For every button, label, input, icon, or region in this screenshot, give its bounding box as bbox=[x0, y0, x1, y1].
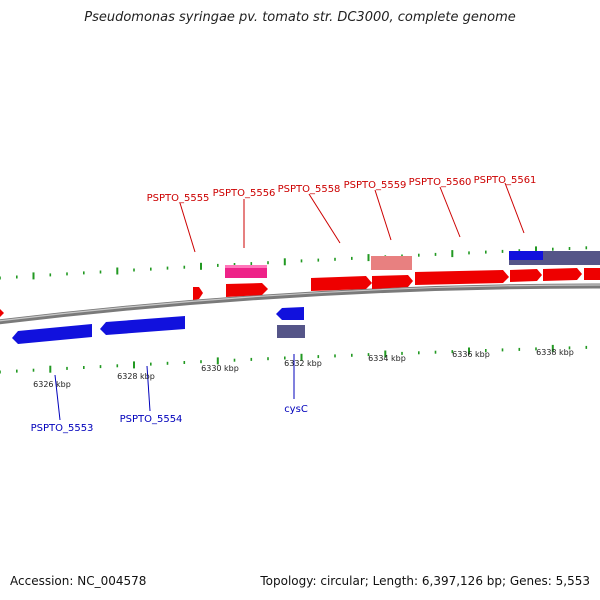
operon-block-cysC[interactable] bbox=[277, 325, 305, 338]
gene-label-pspto5556[interactable]: PSPTO_5556 bbox=[213, 188, 276, 199]
gene-arrow-pspto5556[interactable] bbox=[226, 283, 268, 297]
gene-label-pspto5559[interactable]: PSPTO_5559 bbox=[344, 180, 407, 191]
scale-label: 6328 kbp bbox=[117, 372, 155, 381]
gene-arrow-pspto5554[interactable] bbox=[100, 316, 185, 335]
gene-label-cysC[interactable]: cysC bbox=[284, 404, 308, 415]
gene-arrow-pspto5553[interactable] bbox=[12, 324, 92, 344]
map-title: Pseudomonas syringae pv. tomato str. DC3… bbox=[84, 10, 516, 25]
bottom-leader-lines bbox=[54, 354, 295, 421]
gene-label-pspto5560[interactable]: PSPTO_5560 bbox=[409, 177, 472, 188]
pseudogene-highlight bbox=[225, 265, 267, 268]
gene-arrow-pspto5561[interactable] bbox=[510, 269, 542, 282]
accession-text: Accession: NC_004578 bbox=[10, 574, 147, 588]
scale-label: 6332 kbp bbox=[284, 359, 322, 368]
scale-label: 6326 kbp bbox=[33, 380, 71, 389]
gene-arrow[interactable] bbox=[0, 309, 4, 317]
gene-arrow-pspto5558[interactable] bbox=[311, 276, 372, 291]
genome-backbone-highlight bbox=[0, 284, 600, 322]
genome-summary-text: Topology: circular; Length: 6,397,126 bp… bbox=[260, 574, 590, 588]
gene-arrow-cysC[interactable] bbox=[276, 307, 304, 320]
gene-label-pspto5553[interactable]: PSPTO_5553 bbox=[31, 423, 94, 434]
reverse-gene-block[interactable] bbox=[509, 251, 543, 260]
scale-label: 6330 kbp bbox=[201, 364, 239, 373]
gene-arrow-pspto5560[interactable] bbox=[415, 270, 509, 285]
gene-arrow[interactable] bbox=[543, 268, 582, 281]
gene-arrow-pspto5559[interactable] bbox=[372, 275, 413, 289]
gene-label-pspto5561[interactable]: PSPTO_5561 bbox=[474, 175, 537, 186]
gene-label-pspto5554[interactable]: PSPTO_5554 bbox=[120, 414, 183, 425]
top-leader-lines bbox=[179, 182, 525, 253]
scale-label: 6334 kbp bbox=[368, 354, 406, 363]
gene-label-pspto5555[interactable]: PSPTO_5555 bbox=[147, 193, 210, 204]
gene-label-pspto5558[interactable]: PSPTO_5558 bbox=[278, 184, 341, 195]
scale-label: 6336 kbp bbox=[452, 350, 490, 359]
gene-arrow[interactable] bbox=[584, 268, 600, 280]
pseudogene-pspto5556[interactable] bbox=[225, 265, 267, 278]
rna-feature-pspto5559[interactable] bbox=[371, 256, 412, 270]
scale-label: 6338 kbp bbox=[536, 348, 574, 357]
inner-tick-row bbox=[0, 344, 588, 374]
genome-backbone bbox=[0, 283, 600, 325]
gene-arrow-pspto5555[interactable] bbox=[193, 287, 203, 300]
